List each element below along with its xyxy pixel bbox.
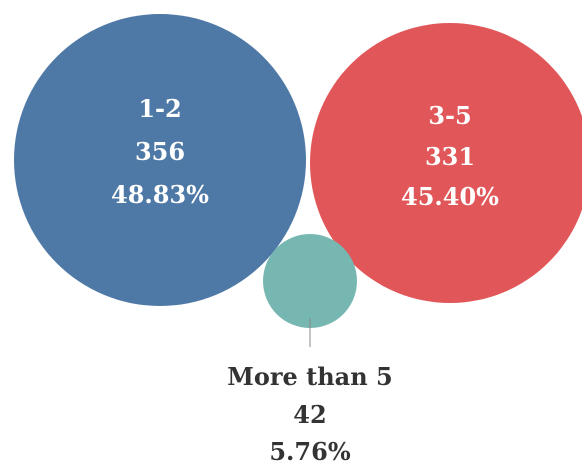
bubble-more-than-5-category-label: More than 5 <box>227 362 392 391</box>
bubble-1-2 <box>14 14 306 306</box>
bubble-3-5 <box>310 23 582 303</box>
bubble-more-than-5 <box>263 234 357 328</box>
bubble-3-5-count-label: 331 <box>425 142 475 171</box>
bubble-group-1-2: 1-2 356 48.83% <box>14 14 306 306</box>
bubble-group-3-5: 3-5 331 45.40% <box>310 23 582 303</box>
bubble-more-than-5-count-label: 42 <box>293 400 326 429</box>
bubble-1-2-count-label: 356 <box>135 137 185 166</box>
bubble-group-more-than-5: More than 5 42 5.76% <box>227 234 393 466</box>
bubble-1-2-percent-label: 48.83% <box>111 180 209 209</box>
bubble-3-5-category-label: 3-5 <box>428 101 471 130</box>
bubble-3-5-percent-label: 45.40% <box>401 182 499 211</box>
bubble-1-2-category-label: 1-2 <box>138 94 181 123</box>
bubble-more-than-5-percent-label: 5.76% <box>269 437 350 466</box>
